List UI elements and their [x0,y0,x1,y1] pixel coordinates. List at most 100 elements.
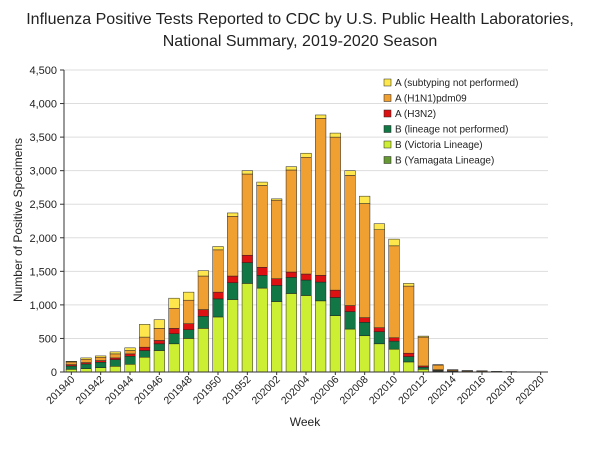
y-tick-label: 3,000 [29,166,57,178]
bar-segment-a-h1n1 [212,249,224,293]
bar-segment-a-h1n1 [329,136,341,291]
bar-segment-a-subtyping-np [344,170,356,176]
bar-segment-b-lineage-np [344,311,356,330]
bar-segment-b-victoria [403,361,415,373]
bars [65,114,547,373]
x-tick-label: 202008 [338,374,371,407]
bar-segment-b-lineage-np [109,359,121,367]
bar-segment-a-h1n1 [241,173,253,256]
bar-segment-a-h1n1 [227,216,239,277]
bar-segment-a-h3n2 [139,346,151,351]
bar-segment-b-lineage-np [373,331,385,345]
bar-segment-a-h3n2 [109,357,121,360]
bar-segment-b-lineage-np [197,316,209,329]
bar-segment-a-subtyping-np [256,181,268,186]
bar-segment-b-lineage-np [359,322,371,337]
x-tick-label: 201952 [220,374,253,407]
x-tick-label: 201940 [44,374,77,407]
bar-segment-b-lineage-np [65,365,77,370]
bar-segment-b-victoria [329,315,341,373]
bar-segment-a-subtyping-np [124,347,136,351]
bar-segment-a-subtyping-np [227,212,239,217]
bar-segment-b-lineage-np [124,355,136,365]
x-tick-labels: 2019402019422019442019462019482019502019… [44,374,547,407]
bar-segment-b-victoria [212,316,224,373]
bar-segment-b-lineage-np [153,343,165,351]
bar-segment-b-victoria [373,343,385,373]
bar-segment-b-victoria [109,366,121,373]
x-tick-label: 202006 [308,374,341,407]
x-tick-label: 202016 [455,374,488,407]
bar-segment-a-subtyping-np [95,355,107,358]
bar-segment-a-h1n1 [417,336,429,367]
bar-segment-b-victoria [271,301,283,373]
y-tick-label: 2,000 [29,233,57,245]
x-tick-label: 202004 [279,374,312,407]
bar-segment-a-h1n1 [388,245,400,339]
bar-segment-a-h1n1 [65,361,77,365]
bar-segment-b-victoria [300,295,312,373]
legend-label-a-h1n1: A (H1N1)pdm09 [395,94,467,105]
bar-segment-b-victoria [168,343,180,373]
bar-segment-a-h3n2 [315,275,327,283]
bar-segment-a-h3n2 [227,275,239,283]
bar-segment-b-lineage-np [168,333,180,345]
y-tick-label: 1,000 [29,300,57,312]
x-tick-label: 202012 [396,374,429,407]
x-tick-label: 202010 [367,374,400,407]
legend: A (subtyping not performed) A (H1N1)pdm09… [383,78,518,167]
chart-title-line2: National Summary, 2019-2020 Season [163,33,438,50]
bar-segment-a-h1n1 [139,336,151,348]
bar-segment-a-subtyping-np [65,361,77,363]
bar-segment-b-lineage-np [285,277,297,294]
bar-segment-a-h1n1 [359,203,371,318]
x-tick-label: 202014 [426,374,459,407]
bar-segment-b-lineage-np [80,363,92,369]
bar-segment-b-victoria [124,364,136,373]
bar-segment-a-h1n1 [300,156,312,275]
bar-segment-a-h3n2 [271,278,283,286]
bar-segment-a-subtyping-np [168,297,180,309]
bar-segment-a-subtyping-np [315,114,327,119]
bar-segment-a-h3n2 [197,309,209,317]
bar-segment-a-h3n2 [183,323,195,330]
bar-segment-a-h1n1 [373,229,385,328]
x-tick-label: 201950 [191,374,224,407]
bar-segment-a-h3n2 [388,337,400,342]
bar-segment-a-h3n2 [168,328,180,334]
bar-segment-a-h1n1 [256,185,268,268]
bar-segment-a-subtyping-np [285,166,297,171]
bar-segment-b-lineage-np [139,350,151,358]
legend-label-b-yamagata: B (Yamagata Lineage) [395,156,494,167]
bar-segment-a-h1n1 [432,364,444,370]
bar-segment-a-h1n1 [95,356,107,361]
bar-segment-b-victoria [227,299,239,373]
bar-segment-a-subtyping-np [271,198,283,201]
y-axis-label: Number of Positive Specimens [11,138,25,302]
bar-segment-a-subtyping-np [373,223,385,230]
x-tick-label: 201944 [103,374,136,407]
bar-segment-b-victoria [197,328,209,373]
bar-segment-b-lineage-np [183,329,195,339]
bar-segment-a-h1n1 [403,285,415,354]
bar-segment-a-subtyping-np [212,246,224,251]
x-tick-label: 202002 [250,374,283,407]
x-tick-label: 201948 [162,374,195,407]
y-tick-label: 4,500 [29,65,57,77]
x-axis-label: Week [290,415,321,429]
bar-segment-b-lineage-np [300,279,312,296]
bar-segment-a-h3n2 [329,289,341,298]
bar-segment-a-subtyping-np [197,270,209,277]
bar-segment-a-h3n2 [212,291,224,300]
bar-segment-a-h3n2 [124,353,136,357]
bar-segment-b-lineage-np [271,285,283,302]
axes [60,69,548,375]
bar-segment-a-h3n2 [153,340,165,345]
chart-title-line1: Influenza Positive Tests Reported to CDC… [26,11,574,28]
bar-segment-a-h3n2 [300,273,312,281]
bar-segment-a-h1n1 [285,169,297,273]
y-tick-label: 4,000 [29,99,57,111]
bar-segment-a-subtyping-np [388,238,400,247]
